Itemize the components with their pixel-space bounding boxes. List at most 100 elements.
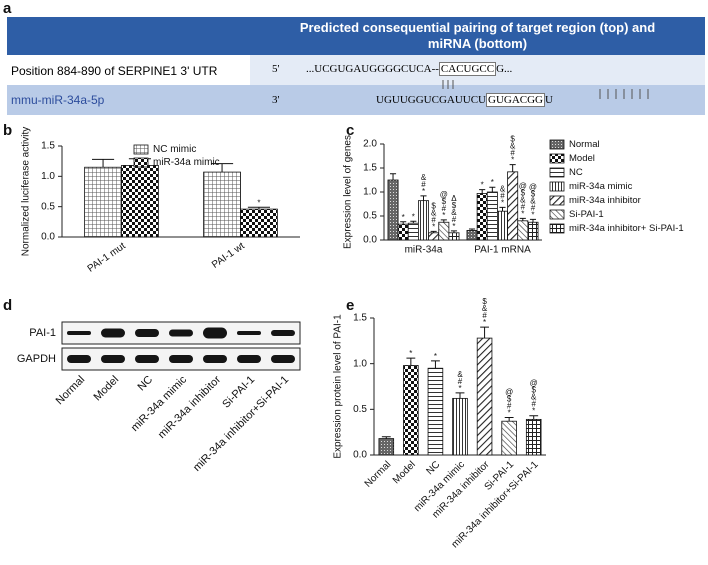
- error-bar: [450, 230, 458, 233]
- error-bar: [468, 228, 476, 231]
- legend-swatch: [133, 157, 149, 168]
- panel-label: e: [346, 297, 354, 314]
- y-axis-label: Expression level of genes: [343, 135, 354, 249]
- legend-label: Si-PAI-1: [569, 209, 604, 220]
- significance-mark: *: [399, 213, 408, 220]
- error-bar: [529, 415, 539, 420]
- y-tick-label: 0.0: [363, 235, 377, 246]
- bar: [525, 418, 542, 456]
- bar: [428, 232, 440, 241]
- bar: [448, 232, 460, 241]
- row-cell: 3' UGUUGGUCGAUUCU GUGACGG U: [250, 80, 705, 115]
- x-tick-label: NC: [424, 459, 442, 477]
- error-bar: [381, 436, 391, 439]
- error-bar: [406, 357, 416, 366]
- legend-label: miR-34a inhibitor+ Si-PAI-1: [569, 223, 684, 234]
- seed-site: CACUGCC: [438, 62, 497, 76]
- error-bar: [455, 392, 465, 399]
- significance-mark: $&#*: [508, 135, 517, 163]
- significance-mark: *: [406, 349, 415, 356]
- header-cell: [7, 17, 250, 55]
- blot-row-label: GAPDH: [17, 353, 56, 365]
- x-tick-label: Normal: [363, 459, 394, 490]
- error-bar: [410, 220, 417, 224]
- seq-part: G...: [496, 63, 513, 75]
- x-tick-label: PAI-1 wt: [210, 240, 247, 270]
- y-tick-label: 0.0: [353, 450, 367, 461]
- significance-mark: &#*: [419, 173, 428, 194]
- blot-lane-label: Model: [91, 374, 121, 404]
- bar: [387, 179, 399, 241]
- pairing-table: Predicted consequential pairing of targe…: [7, 17, 705, 115]
- y-tick-label: 2.0: [363, 139, 377, 150]
- legend-swatch: [133, 144, 149, 155]
- seq-part: ...UCGUGAUGGGGCUCA--: [306, 63, 439, 75]
- y-tick-label: 1.5: [353, 313, 367, 324]
- y-tick-label: 1.5: [363, 163, 377, 174]
- legend-swatch: [549, 153, 565, 164]
- blot-band: [237, 331, 261, 335]
- error-bar: [479, 189, 486, 194]
- significance-mark: *: [409, 212, 418, 219]
- blot-band: [203, 355, 227, 363]
- significance-mark: @$#*: [439, 190, 448, 218]
- y-tick-label: 1.5: [41, 141, 55, 152]
- y-tick-label: 0.5: [353, 404, 367, 415]
- row-label: mmu-miR-34a-5p: [7, 85, 250, 115]
- error-bar: [480, 326, 489, 339]
- legend-label: miR-34a inhibitor: [569, 195, 641, 206]
- bar: [418, 200, 429, 241]
- blot-lane-label: miR-34a inhibitor: [156, 373, 224, 441]
- seq-end: 3': [272, 94, 280, 106]
- blot-band: [271, 330, 295, 336]
- bar: [486, 191, 498, 241]
- table-header: Predicted consequential pairing of targe…: [250, 17, 705, 55]
- error-bar: [389, 173, 397, 180]
- blot-row-label: PAI-1: [29, 327, 56, 339]
- row-cell: 5' ...UCGUGAUGGGGCUCA-- CACUGCC G...: [250, 55, 705, 85]
- x-tick-label: PAI-1 mut: [86, 240, 128, 274]
- bar: [403, 365, 419, 456]
- bar: [397, 223, 409, 241]
- x-tick-label: miR-34a: [405, 245, 443, 256]
- sequence: UGUUGGUCGAUUCU GUGACGG U: [376, 93, 553, 107]
- significance-mark: *: [254, 198, 263, 205]
- blot-lane-label: Normal: [54, 374, 88, 408]
- pairing-lines: [442, 80, 649, 99]
- bar: [466, 229, 478, 241]
- error-bar: [440, 219, 447, 223]
- significance-mark: $&#*: [429, 201, 438, 229]
- significance-mark: *: [488, 178, 497, 185]
- bar: [476, 193, 488, 241]
- error-bar: [509, 164, 516, 172]
- legend-label: NC mimic: [153, 144, 196, 155]
- bar: [240, 208, 278, 238]
- bar: [438, 221, 450, 241]
- bar: [427, 367, 444, 456]
- bar: [407, 222, 419, 241]
- panel-label: d: [3, 297, 12, 314]
- significance-mark: &#*: [456, 370, 465, 391]
- bar: [84, 166, 122, 238]
- error-bar: [529, 218, 537, 223]
- blot-band: [135, 329, 159, 337]
- significance-mark: *: [478, 181, 487, 188]
- error-bar: [431, 360, 440, 369]
- legend-label: NC: [569, 167, 583, 178]
- x-tick-label: Model: [391, 459, 418, 486]
- significance-mark: $&#*: [480, 297, 489, 325]
- error-bar: [91, 158, 115, 168]
- error-bar: [400, 221, 407, 225]
- seq-part: UGUUGGUCGAUUCU: [376, 94, 486, 106]
- significance-mark: *: [431, 352, 440, 359]
- blot-band: [169, 355, 193, 363]
- legend-swatch: [549, 209, 565, 220]
- legend-label: Normal: [569, 139, 600, 150]
- legend-label: miR-34a mimic: [153, 157, 220, 168]
- significance-mark: @$#*: [505, 388, 514, 416]
- legend-swatch: [549, 139, 565, 150]
- error-bar: [489, 186, 496, 192]
- significance-mark: @$&#*: [518, 181, 527, 216]
- bar: [203, 171, 241, 238]
